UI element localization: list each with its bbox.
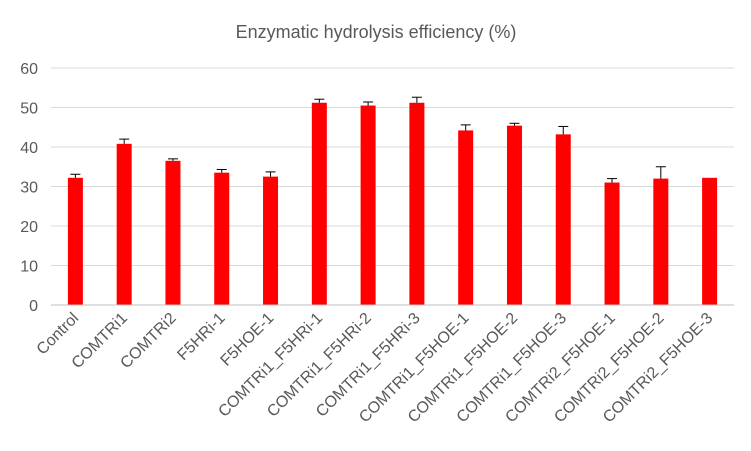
bar xyxy=(604,182,620,305)
error-bar xyxy=(655,166,666,179)
error-bar xyxy=(70,173,81,178)
gridlines xyxy=(51,67,734,266)
error-bar xyxy=(119,138,130,144)
x-tick-label: Control xyxy=(34,310,82,358)
x-axis-ticks: ControlCOMTRi1COMTRi2F5HRi-1F5HOE-1COMTR… xyxy=(34,310,717,426)
error-bar xyxy=(314,98,325,103)
error-bar xyxy=(265,171,276,177)
error-bars xyxy=(70,96,666,183)
bar xyxy=(555,134,571,305)
y-axis-ticks: 0 10 20 30 40 50 60 xyxy=(20,61,38,315)
error-bar xyxy=(509,122,520,126)
y-tick-label: 20 xyxy=(20,219,38,236)
y-tick-label: 30 xyxy=(20,180,38,197)
bar xyxy=(67,177,83,305)
bar xyxy=(165,160,181,305)
bar xyxy=(360,105,376,306)
y-tick-label: 10 xyxy=(20,259,38,276)
error-bar xyxy=(607,178,618,183)
bars xyxy=(67,102,718,306)
bar xyxy=(653,178,669,305)
error-bar xyxy=(167,158,178,161)
error-bar xyxy=(460,124,471,131)
y-tick-label: 40 xyxy=(20,140,38,157)
bar xyxy=(311,102,327,305)
error-bar xyxy=(558,125,569,135)
bar xyxy=(458,130,474,305)
bar xyxy=(214,172,230,305)
y-tick-label: 0 xyxy=(29,298,38,315)
error-bar xyxy=(411,96,422,103)
error-bar xyxy=(216,169,227,173)
y-tick-label: 50 xyxy=(20,101,38,118)
bar xyxy=(506,125,522,305)
chart-title: Enzymatic hydrolysis efficiency (%) xyxy=(236,22,517,42)
bar xyxy=(263,176,279,305)
error-bar xyxy=(363,101,374,106)
y-tick-label: 60 xyxy=(20,61,38,78)
bar xyxy=(409,102,425,305)
bar xyxy=(116,143,132,305)
bar xyxy=(702,177,718,305)
